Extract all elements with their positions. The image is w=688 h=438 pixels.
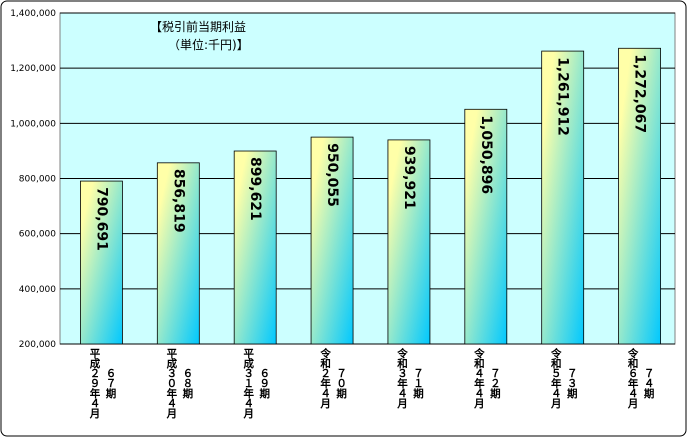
bar: [80, 180, 123, 345]
x-tick-label: ７４期: [643, 368, 655, 399]
y-tick-label: 800,000: [19, 175, 56, 185]
bar: [310, 136, 354, 345]
bar: [156, 162, 200, 345]
x-tick-label: 平成３０年４月: [165, 348, 177, 419]
x-tick-label: ７３期: [566, 368, 578, 399]
bar: [618, 47, 661, 345]
x-tick-label: ６７期: [104, 368, 116, 399]
x-tick-label: ６９期: [258, 368, 270, 399]
y-tick-label: 1,200,000: [10, 64, 56, 74]
x-tick-label: 令和２年４月: [319, 347, 331, 409]
chart-subtitle: （単位:千円)】: [168, 37, 249, 52]
value-label: 1,272,067: [632, 54, 648, 133]
title-box: [147, 18, 257, 56]
x-tick-label: ７２期: [489, 368, 501, 399]
y-tick-label: 200,000: [19, 340, 56, 350]
x-tick-label: 平成２９年４月: [88, 348, 100, 419]
x-tick-label: 令和３年４月: [396, 347, 408, 409]
x-tick-label: ７０期: [335, 368, 347, 399]
value-label: 950,055: [324, 143, 340, 207]
value-label: 939,921: [401, 146, 417, 210]
y-tick-label: 600,000: [19, 230, 56, 240]
bar: [541, 50, 585, 345]
x-tick-label: 平成３１年４月: [242, 348, 254, 419]
x-tick-label: 令和４年４月: [473, 347, 485, 409]
x-tick-label: ６８期: [181, 368, 193, 399]
x-tick-label: 令和６年４月: [627, 347, 639, 409]
value-label: 1,050,896: [478, 115, 494, 194]
value-label: 899,621: [247, 157, 263, 221]
y-tick-label: 1,000,000: [10, 119, 56, 129]
bar: [233, 150, 277, 345]
y-tick-label: 1,400,000: [10, 9, 56, 19]
y-tick-label: 400,000: [19, 285, 56, 295]
value-label: 856,819: [170, 169, 186, 233]
chart-title: 【税引前当期利益: [150, 19, 246, 34]
bar: [464, 108, 508, 345]
value-label: 790,691: [93, 187, 109, 251]
bar: [387, 139, 431, 345]
x-tick-label: ７１期: [412, 368, 424, 399]
x-tick-label: 令和５年４月: [550, 347, 562, 409]
value-label: 1,261,912: [555, 57, 571, 136]
